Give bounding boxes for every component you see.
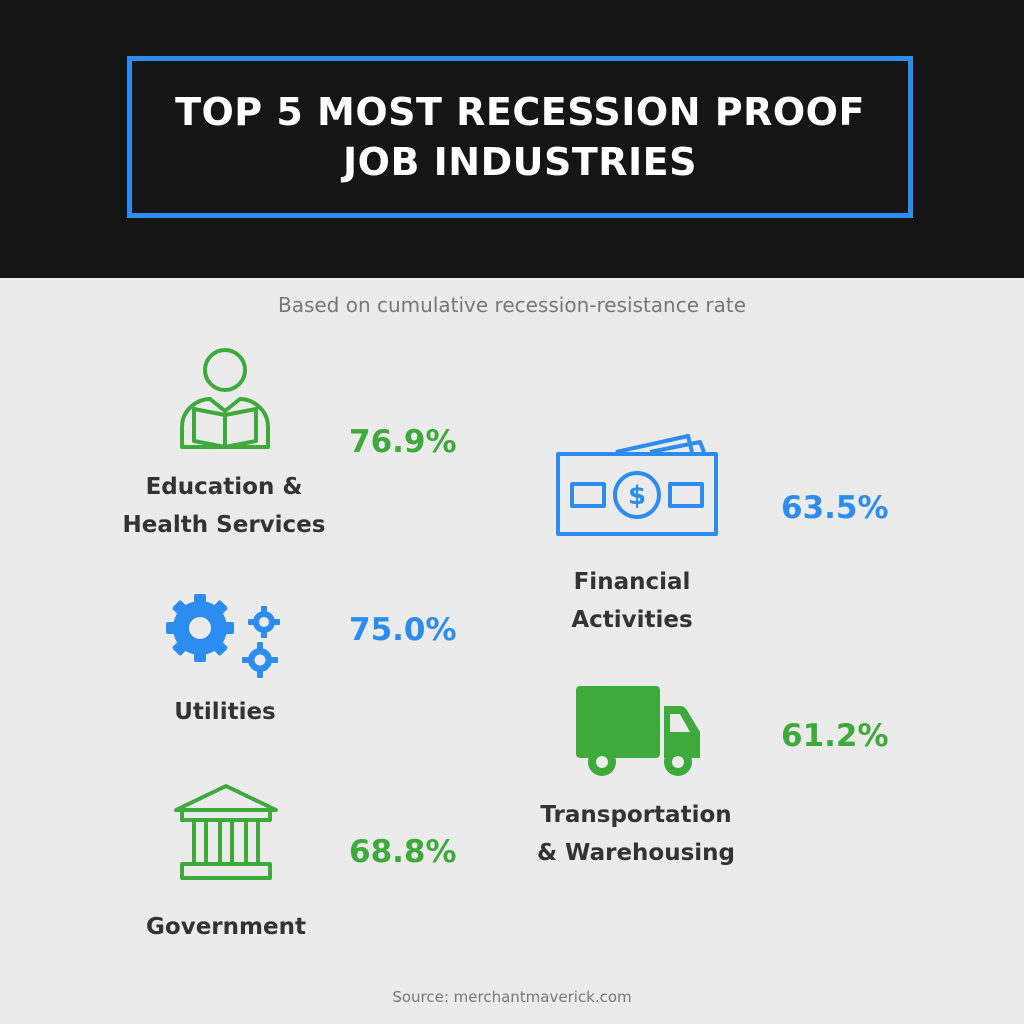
svg-text:$: $ — [628, 481, 646, 511]
header-banner: TOP 5 MOST RECESSION PROOF JOB INDUSTRIE… — [0, 0, 1024, 278]
industry-label-transportation: Transportation & Warehousing — [536, 802, 736, 866]
subtitle: Based on cumulative recession-resistance… — [277, 293, 747, 317]
gears-icon — [166, 594, 280, 678]
rate-utilities: 75.0% — [349, 612, 457, 648]
title-line-2: JOB INDUSTRIES — [343, 140, 697, 184]
industry-label-utilities: Utilities — [174, 699, 276, 725]
industry-label-education: Education & Health Services — [122, 474, 326, 538]
source-credit: Source: merchantmaverick.com — [392, 988, 632, 1006]
industry-label-financial: Financial Activities — [571, 569, 693, 633]
title-frame: TOP 5 MOST RECESSION PROOF JOB INDUSTRIE… — [127, 56, 913, 218]
rate-education: 76.9% — [349, 424, 457, 460]
page-title: TOP 5 MOST RECESSION PROOF JOB INDUSTRIE… — [140, 87, 900, 187]
rate-government: 68.8% — [349, 834, 457, 870]
rate-financial: 63.5% — [781, 490, 889, 526]
industry-label-government: Government — [146, 914, 306, 940]
person-reading-icon — [180, 348, 270, 449]
government-building-icon — [174, 784, 278, 880]
rate-transportation: 61.2% — [781, 718, 889, 754]
title-line-1: TOP 5 MOST RECESSION PROOF — [175, 90, 865, 134]
truck-icon — [576, 686, 700, 776]
money-bill-icon: $ — [556, 434, 718, 536]
